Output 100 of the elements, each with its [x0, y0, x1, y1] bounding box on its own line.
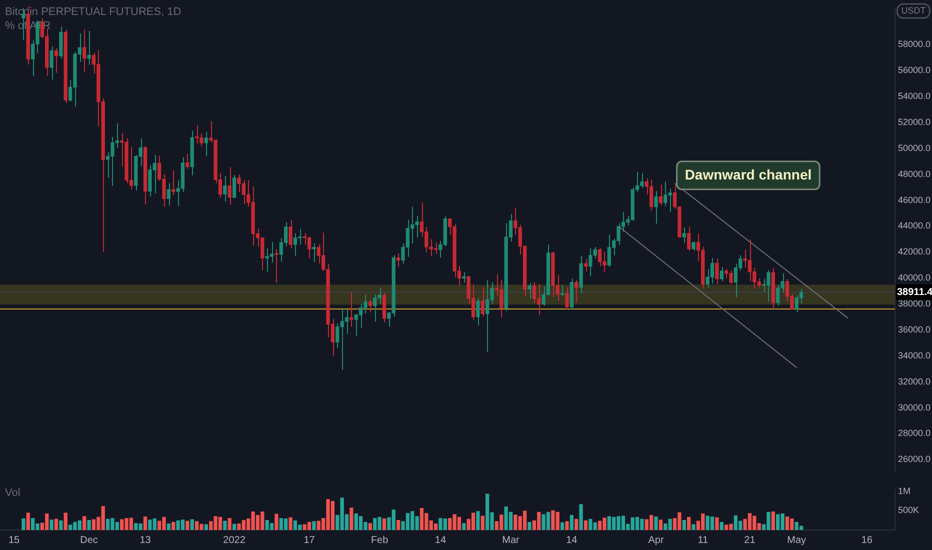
bar	[270, 523, 274, 530]
y-tick-label: 52000.0	[898, 116, 931, 127]
candlestick	[382, 292, 386, 323]
x-tick-label: 14	[434, 534, 446, 546]
candlestick	[232, 174, 236, 198]
bar	[734, 515, 738, 530]
candlestick	[532, 282, 536, 304]
y-tick-label: 34000.0	[898, 350, 931, 360]
candlestick	[565, 286, 569, 310]
y-tick-label: 40000.0	[898, 272, 931, 283]
x-tick-label: 15	[8, 534, 20, 546]
x-tick-label: 21	[744, 534, 756, 546]
bar	[686, 516, 691, 530]
y-tick-label: 42000.0	[898, 246, 931, 257]
x-tick-label: 11	[698, 534, 709, 546]
y-tick-label: 50000.0	[898, 142, 931, 153]
candlestick	[307, 236, 312, 259]
bar	[799, 526, 804, 530]
x-tick-label: 14	[566, 534, 578, 546]
y-tick-label: 500K	[898, 505, 920, 516]
bar	[204, 524, 208, 530]
bar	[420, 508, 424, 530]
y-tick-label: 38000.0	[898, 298, 931, 309]
bar	[654, 516, 658, 530]
bar	[476, 511, 480, 530]
bar	[274, 514, 278, 530]
x-tick-label: 2022	[223, 534, 246, 546]
candlestick	[274, 248, 278, 284]
candlestick	[560, 284, 564, 296]
y-axis-title: USDT	[901, 5, 926, 16]
bar	[307, 522, 312, 530]
bar	[64, 512, 68, 530]
bar	[785, 516, 790, 530]
bar	[434, 523, 438, 530]
x-tick-label: Apr	[648, 534, 664, 546]
y-tick-label: 48000.0	[898, 168, 931, 179]
bar	[82, 516, 86, 530]
candlestick	[654, 190, 658, 224]
bar	[471, 512, 476, 530]
bar	[87, 520, 91, 530]
bar	[480, 516, 484, 530]
bar	[312, 521, 316, 530]
y-tick-label: 54000.0	[898, 91, 931, 102]
y-tick-label: 56000.0	[898, 65, 931, 76]
bar	[584, 520, 588, 530]
candlestick	[715, 258, 719, 284]
candlestick	[166, 182, 171, 206]
candlestick	[686, 226, 691, 252]
candlestick	[186, 153, 190, 170]
y-tick-label: 58000.0	[898, 39, 931, 50]
bar	[143, 516, 148, 530]
candlestick	[293, 232, 298, 256]
candlestick	[54, 48, 58, 74]
bar	[715, 517, 719, 530]
bar	[166, 523, 171, 530]
bar	[565, 521, 569, 530]
candlestick	[172, 170, 176, 196]
bar	[50, 520, 54, 530]
y-tick-label: 46000.0	[898, 194, 931, 205]
bar	[172, 522, 176, 530]
candlestick	[462, 272, 466, 284]
x-tick-label: 17	[304, 534, 316, 546]
candlestick	[720, 266, 724, 282]
candlestick	[223, 175, 227, 202]
x-tick-label: May	[787, 534, 806, 546]
bar	[22, 518, 26, 530]
candlestick	[204, 131, 208, 157]
candlestick	[480, 286, 484, 318]
candlestick	[270, 241, 274, 264]
x-tick-label: 16	[861, 534, 873, 546]
y-tick-label: 36000.0	[898, 324, 931, 334]
y-tick-label: 28000.0	[898, 428, 931, 438]
y-tick-label: 32000.0	[898, 376, 931, 386]
x-tick-label: Feb	[370, 534, 389, 546]
bar	[288, 517, 292, 530]
bar	[522, 510, 527, 530]
bar	[92, 519, 96, 530]
candlestick	[528, 282, 532, 300]
bar	[186, 520, 190, 530]
bar	[232, 524, 236, 530]
bar	[223, 520, 227, 530]
chart-title: Vol	[5, 487, 20, 500]
candlestick	[228, 166, 232, 205]
candlestick	[50, 46, 54, 80]
candlestick	[350, 292, 354, 328]
bar	[382, 518, 386, 530]
bar	[528, 522, 532, 530]
bar	[26, 512, 30, 530]
candlestick	[396, 252, 400, 268]
bar	[682, 520, 686, 530]
bar	[560, 522, 564, 530]
y-tick-label: 26000.0	[898, 454, 931, 464]
bar	[350, 508, 354, 530]
bar	[658, 520, 663, 530]
y-tick-label: 1M	[898, 486, 911, 496]
bar	[59, 520, 63, 530]
candlestick	[87, 30, 91, 66]
y-tick-label: 44000.0	[898, 220, 931, 231]
bar	[228, 518, 232, 530]
candlestick	[574, 279, 578, 304]
